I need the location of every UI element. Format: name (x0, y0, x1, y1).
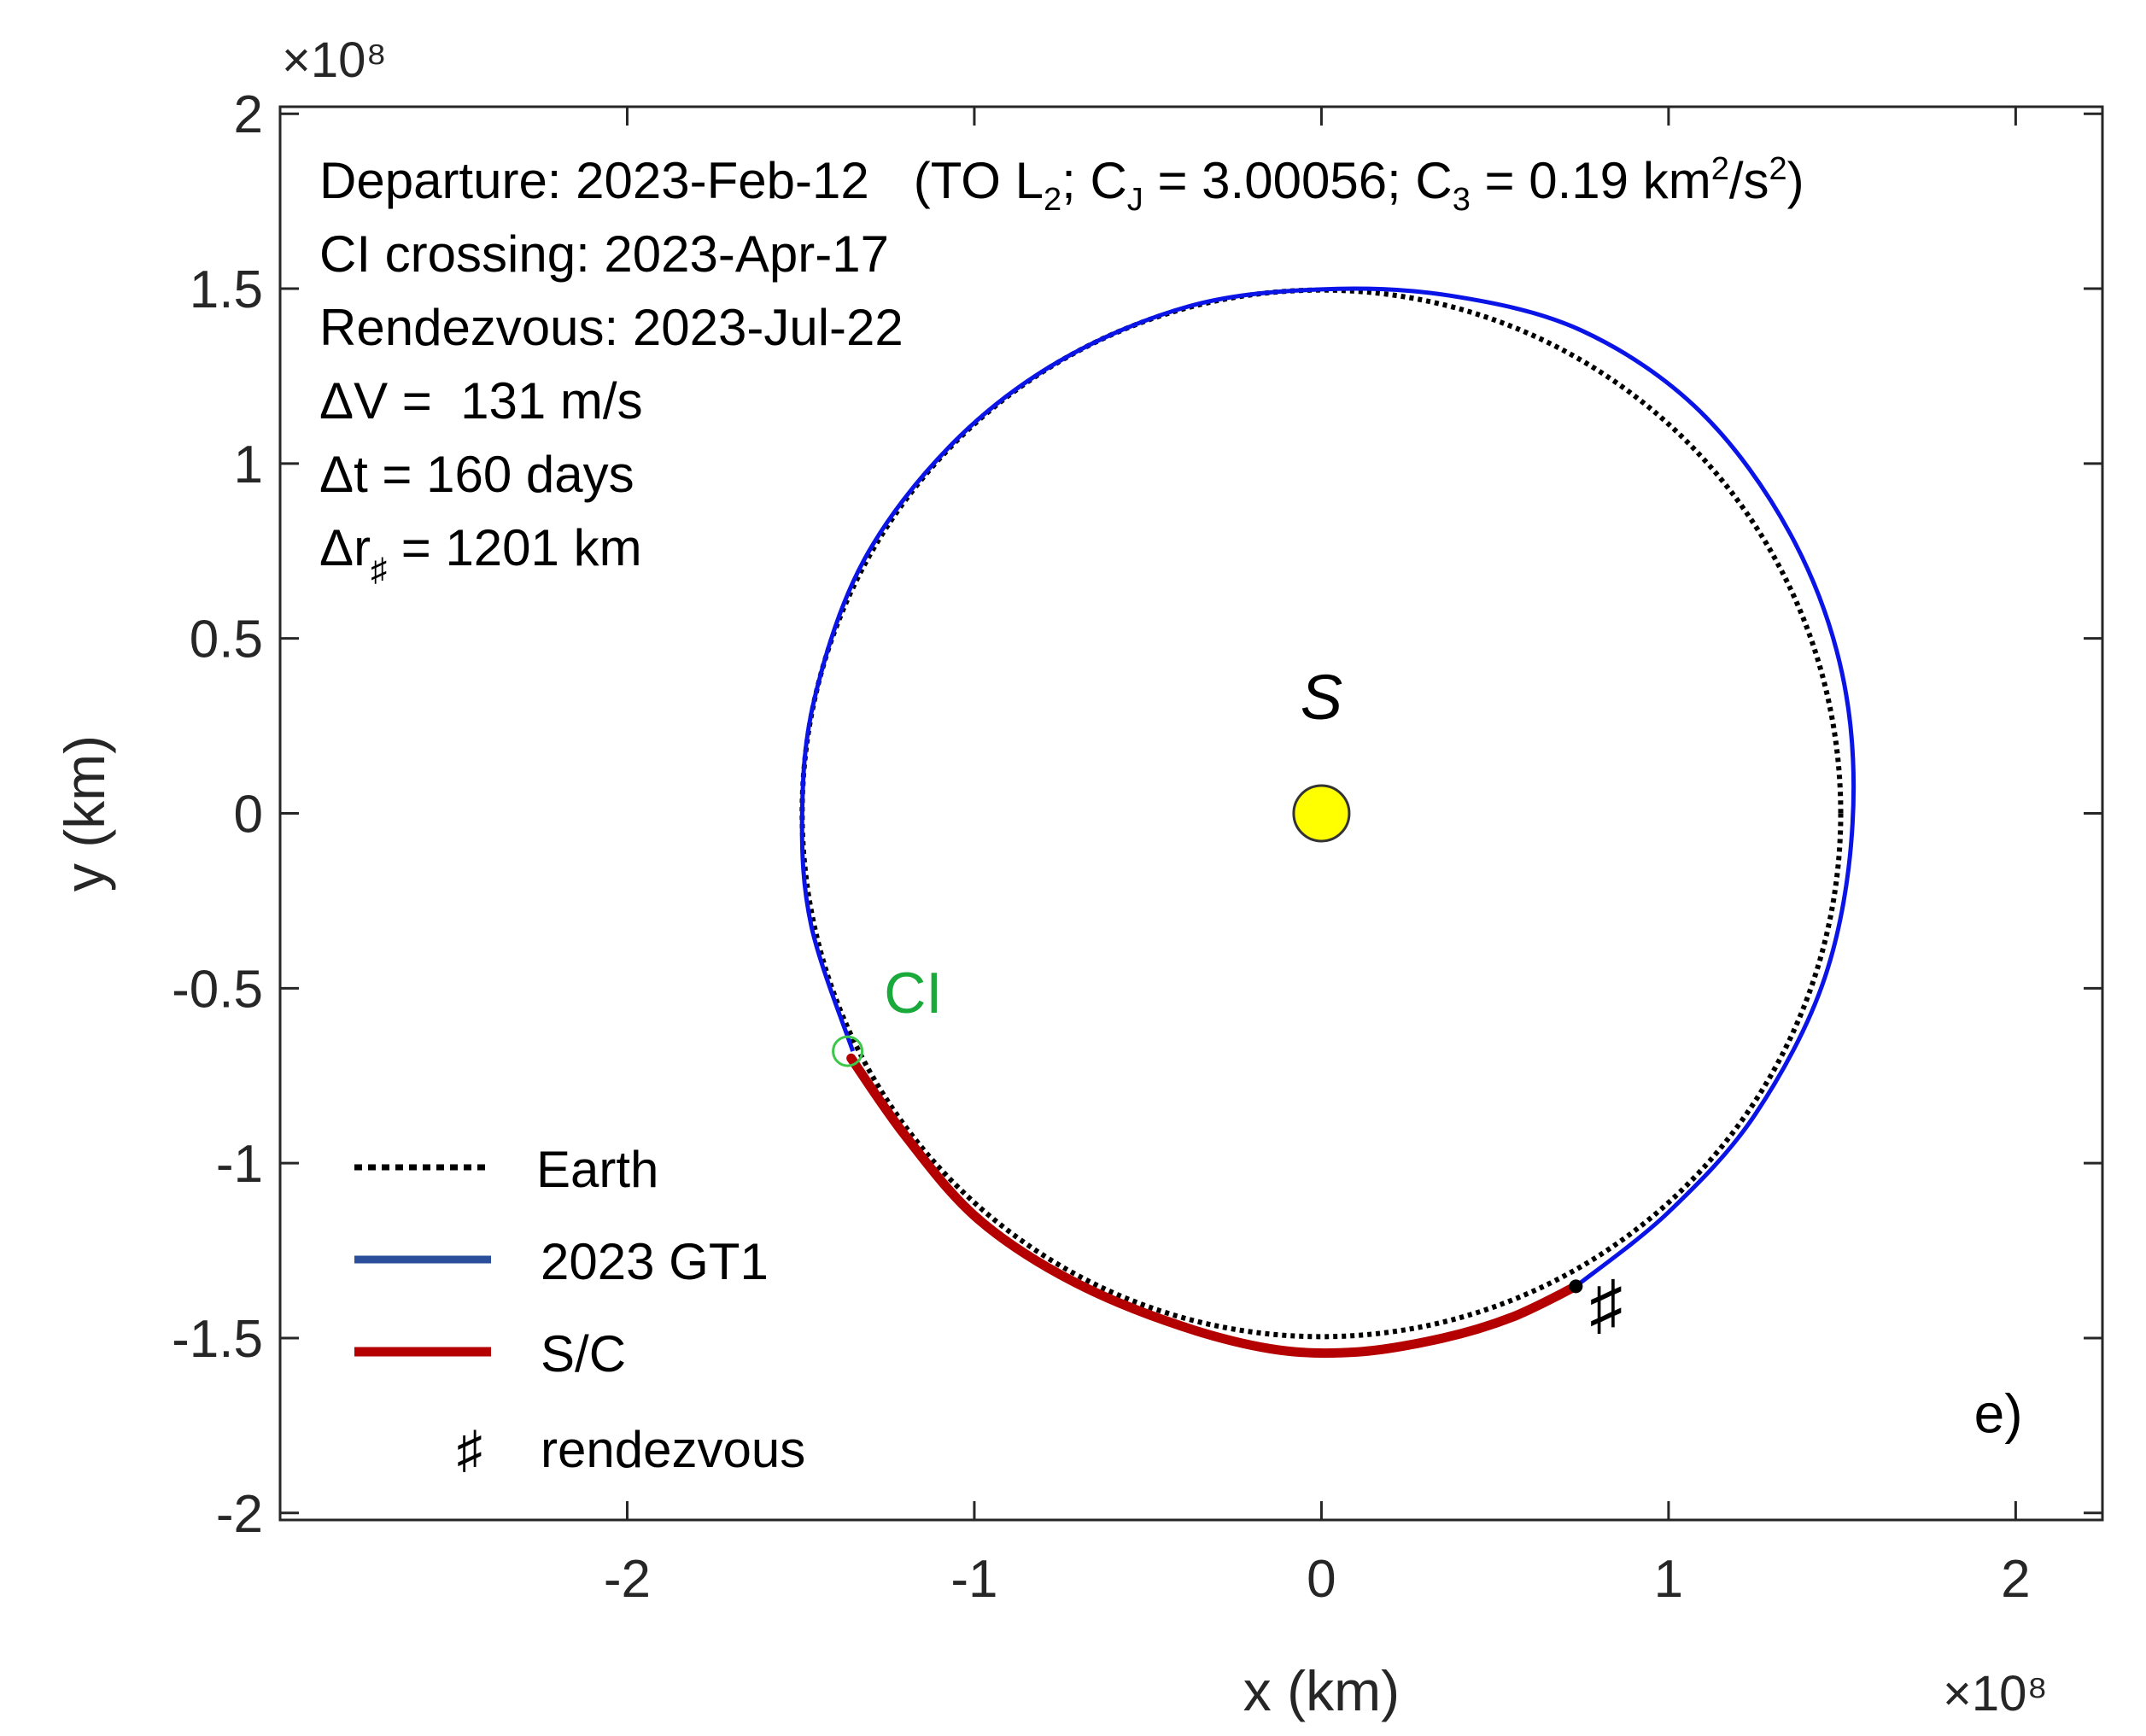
series-earth-orbit (799, 287, 1844, 1340)
legend: Earth 2023 GT1 S/C ♯ rendezvous (354, 1141, 805, 1478)
y-exponent-label: ×10⁸ (282, 32, 387, 88)
ticks-layer (280, 107, 2102, 1520)
info-delta-v: ΔV = 131 m/s (319, 372, 643, 430)
y-tick-label: 2 (234, 85, 263, 144)
x-axis-label: x (km) (1243, 1659, 1400, 1722)
legend-symbol-rendezvous: ♯ (457, 1421, 482, 1478)
sun-marker (1292, 784, 1351, 843)
info-departure-open: (TO L (914, 152, 1044, 209)
legend-label-sc: S/C (541, 1325, 626, 1382)
info-close: ) (1787, 152, 1804, 209)
x-exponent-label: ×10⁸ (1943, 1666, 2048, 1721)
info-delta-r-value: = 1201 km (387, 519, 642, 576)
series-sc-trajectory (846, 1053, 1581, 1359)
sun-label: S (1301, 662, 1342, 733)
y-axis-label: y (km) (53, 735, 116, 891)
markers-layer: S CI ♯ e) (832, 662, 2023, 1445)
info-block: Departure: 2023-Feb-12 (TO L2; CJ = 3.000… (319, 151, 1804, 588)
ci-label: CI (884, 961, 942, 1026)
legend-label-rendezvous: rendezvous (541, 1421, 805, 1478)
legend-label-earth: Earth (536, 1141, 658, 1198)
y-tick-label: 0 (234, 786, 263, 845)
info-delta-t: Δt = 160 days (319, 446, 634, 503)
info-cj-pre: ; C (1061, 152, 1127, 209)
legend-label-gt1: 2023 GT1 (541, 1233, 769, 1290)
rendezvous-symbol-label: ♯ (1589, 1267, 1623, 1342)
y-tick-label: -1.5 (172, 1310, 263, 1369)
y-tick-label: -2 (216, 1485, 263, 1544)
y-tick-label: -1 (216, 1135, 263, 1194)
info-km-sup: 2 (1711, 151, 1729, 187)
info-ci-crossing: CI crossing: 2023-Apr-17 (319, 225, 889, 283)
info-delta-r: Δr♯ = 1201 km (319, 519, 642, 588)
y-tick-label: -0.5 (172, 960, 263, 1019)
info-delta-r-prefix: Δr (319, 519, 371, 576)
info-s-sup: 2 (1769, 151, 1787, 187)
y-tick-label: 1.5 (190, 260, 263, 319)
plot-area (278, 105, 2104, 1522)
info-l2-sub: 2 (1044, 182, 1061, 218)
info-c3-sub: 3 (1453, 182, 1471, 218)
ci-marker (832, 1035, 864, 1067)
x-tick-label: 1 (1654, 1550, 1683, 1609)
info-cj-val: = 3.00056; C (1143, 152, 1453, 209)
info-c3-val: = 0.19 km (1471, 152, 1711, 209)
info-cj-sub: J (1127, 182, 1143, 218)
y-tick-label: 0.5 (190, 611, 263, 669)
x-tick-label: -1 (950, 1550, 997, 1609)
info-rendezvous: Rendezvous: 2023-Jul-22 (319, 299, 903, 356)
series-2023-gt1 (799, 286, 1857, 1289)
x-tick-label: -2 (604, 1550, 651, 1609)
x-tick-label: 2 (2001, 1550, 2030, 1609)
info-departure-date: Departure: 2023-Feb-12 (319, 152, 869, 209)
y-tick-label: 1 (234, 435, 263, 494)
info-per-s: /s (1729, 152, 1769, 209)
info-delta-r-sub: ♯ (371, 552, 387, 588)
tick-labels-layer: -2 -1 0 1 2 2 1.5 1 0.5 0 -0.5 -1 -1.5 -2 (172, 85, 2030, 1609)
series-layer (799, 286, 1857, 1359)
info-departure: Departure: 2023-Feb-12 (TO L2; CJ = 3.000… (319, 151, 1804, 218)
x-tick-label: 0 (1307, 1550, 1336, 1609)
panel-label: e) (1974, 1383, 2023, 1445)
rendezvous-point (1569, 1279, 1583, 1294)
